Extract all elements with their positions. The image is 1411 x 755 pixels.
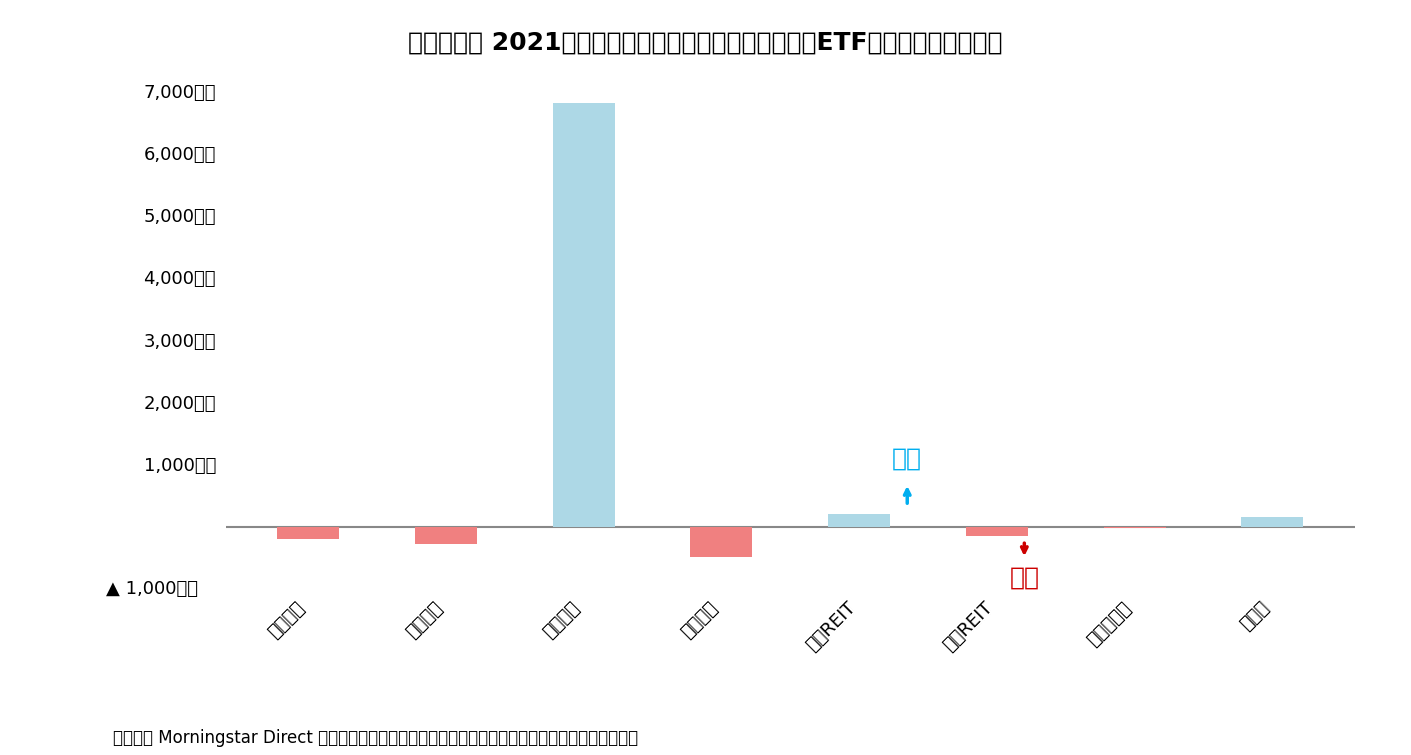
Bar (553, 103, 615, 527)
Text: 流出: 流出 (1009, 565, 1040, 590)
Text: （資料） Morningstar Direct より作成。各資産クラスはイボットソン分類を用いてファンドを分類。: （資料） Morningstar Direct より作成。各資産クラスはイボット… (113, 729, 638, 747)
Bar (690, 527, 752, 556)
Bar (277, 527, 339, 539)
Text: 流入: 流入 (892, 446, 923, 470)
Bar (1242, 517, 1304, 527)
Text: ▲ 1,000億円: ▲ 1,000億円 (106, 580, 198, 598)
Text: 【図表１】 2021年１月の日本籍追加型株式投信（除くETF）の推計資金流出入: 【図表１】 2021年１月の日本籍追加型株式投信（除くETF）の推計資金流出入 (408, 30, 1003, 54)
Bar (828, 514, 890, 527)
Bar (965, 527, 1027, 536)
Bar (1103, 527, 1165, 528)
Bar (415, 527, 477, 544)
